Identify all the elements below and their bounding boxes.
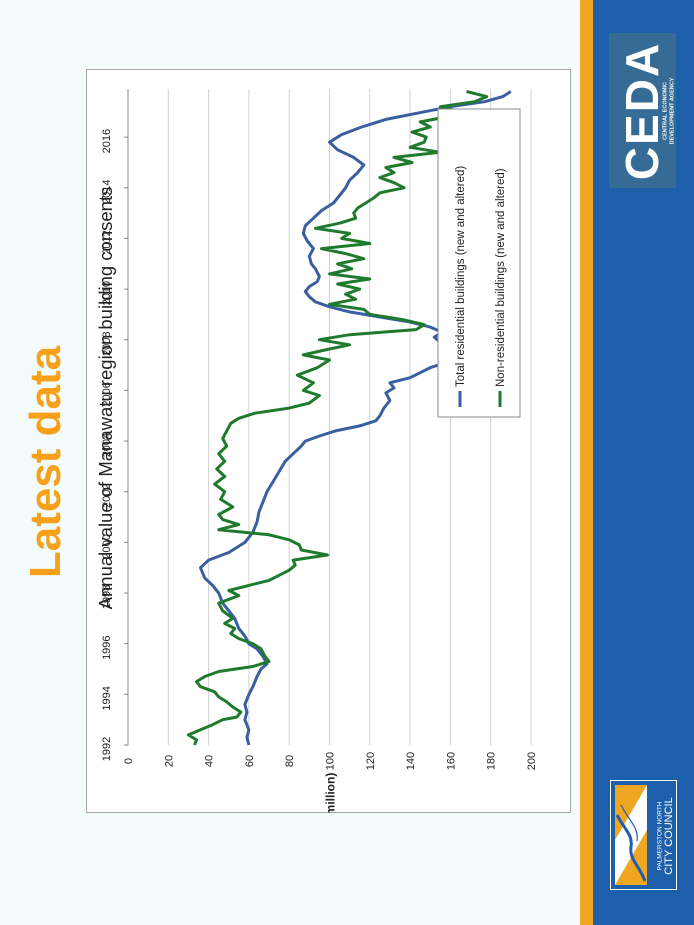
x-tick-label: 1996	[101, 635, 113, 659]
y-tick-label: 140	[405, 752, 417, 770]
y-tick-label: 40	[204, 755, 216, 767]
x-tick-label: 2002	[101, 483, 113, 507]
x-tick-label: 1994	[101, 686, 113, 710]
legend-box	[437, 108, 521, 418]
y-tick-label: 100	[325, 752, 337, 770]
ceda-logo-text: CEDA	[616, 41, 668, 181]
y-tick-label: 0	[123, 758, 135, 764]
x-tick-label: 2004	[101, 433, 113, 457]
y-tick-label: 160	[445, 752, 457, 770]
x-tick-label: 2000	[101, 534, 113, 558]
y-tick-label: 120	[365, 752, 377, 770]
x-tick-label: 2010	[101, 281, 113, 305]
series-line-non-residential	[186, 90, 489, 746]
ceda-logo-subtitle: CENTRAL ECONOMIC DEVELOPMENT AGENCY	[662, 77, 676, 145]
building-consents-chart: 0 20 40 60 80 100 120 140 160 180 200 1992 1994 1996 1…	[95, 89, 538, 813]
x-tick-label: 1998	[101, 585, 113, 609]
y-tick-label: 200	[526, 752, 538, 770]
sidebar-gold-stripe	[580, 0, 593, 925]
x-tick-label: 2014	[101, 180, 113, 204]
y-tick-label: 20	[163, 755, 175, 767]
y-tick-label: 180	[486, 752, 498, 770]
slide-heading: Latest data	[21, 345, 70, 579]
x-tick-label: 2006	[101, 382, 113, 406]
ceda-logo: CEDA CENTRAL ECONOMIC DEVELOPMENT AGENCY	[609, 33, 676, 188]
y-tick-label: 60	[244, 755, 256, 767]
council-logo: PALMERSTON NORTH CITY COUNCIL	[610, 780, 677, 890]
x-tick-label: 2008	[101, 332, 113, 356]
series-line-residential	[199, 90, 512, 746]
y-axis-label: ($ million)	[324, 773, 338, 813]
x-tick-label: 2012	[101, 230, 113, 254]
x-tick-label: 2016	[101, 129, 113, 153]
council-name-line2: CITY COUNCIL	[663, 797, 675, 875]
y-tick-label: 80	[284, 755, 296, 767]
x-tick-label: 1992	[101, 737, 113, 761]
legend-label: Total residential buildings (new and alt…	[455, 166, 467, 387]
legend-label: Non-residential buildings (new and alter…	[495, 168, 507, 387]
river-emblem-icon	[615, 785, 647, 885]
chart-title: Annual value of Manawatu region building…	[95, 187, 116, 610]
